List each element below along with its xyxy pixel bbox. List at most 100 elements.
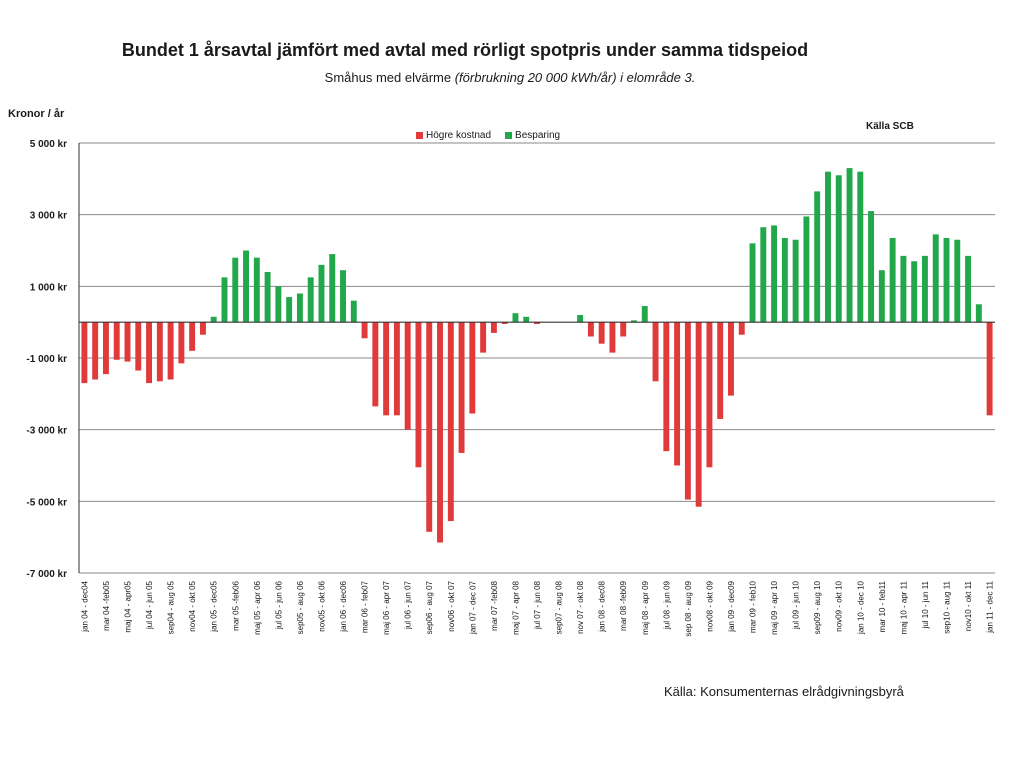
- bar: [738, 322, 745, 335]
- x-tick-label: mar 07 -feb08: [490, 580, 499, 630]
- bar: [383, 322, 390, 416]
- x-tick-label: sep07 - aug 08: [555, 580, 564, 634]
- bar: [318, 264, 325, 323]
- x-tick-label: maj 10 - apr 11: [899, 580, 908, 634]
- bar: [771, 225, 778, 323]
- x-tick-label: jan 08 - dec08: [598, 580, 607, 632]
- x-tick-label: jan 04 - dec04: [80, 580, 89, 632]
- bar: [900, 255, 907, 323]
- bar: [361, 322, 368, 339]
- bar: [652, 322, 659, 382]
- bar: [803, 216, 810, 323]
- bar: [340, 270, 346, 323]
- bar: [81, 322, 88, 384]
- bar: [404, 322, 411, 430]
- x-tick-label: sep04 - aug 05: [167, 580, 176, 634]
- legend-label-higher-cost: Högre kostnad: [426, 130, 492, 141]
- bar: [986, 322, 993, 416]
- x-tick-label: jan 05 - dec05: [210, 580, 219, 632]
- x-tick-label: maj 08 - apr 09: [641, 580, 650, 634]
- bar: [275, 286, 282, 323]
- legend-item-savings: Besparing: [505, 130, 560, 141]
- bar: [965, 255, 972, 323]
- x-tick-label: nov08 - okt 09: [705, 580, 714, 631]
- x-tick-label: mar 08 -feb09: [619, 580, 628, 630]
- x-tick-label: jan 11 - dec 11: [986, 580, 995, 633]
- y-tick-label: 3 000 kr: [30, 211, 67, 222]
- legend-item-higher-cost: Högre kostnad: [416, 130, 491, 141]
- bar: [620, 322, 627, 337]
- y-tick-label: -3 000 kr: [26, 426, 67, 437]
- bar: [781, 237, 788, 323]
- bar: [760, 227, 767, 323]
- x-tick-label: maj 04 - apr05: [123, 580, 132, 632]
- bar: [728, 322, 734, 396]
- bar: [253, 257, 260, 323]
- bar: [846, 168, 853, 323]
- x-tick-label: jan 06 - dec06: [339, 580, 348, 632]
- x-tick-label: nov 07 - okt 08: [576, 580, 585, 633]
- bar: [911, 261, 918, 323]
- x-tick-label: mar 04 -feb05: [102, 580, 111, 630]
- bar: [264, 272, 271, 323]
- bar: [426, 322, 433, 532]
- bar: [684, 322, 691, 500]
- bar: [523, 316, 530, 323]
- bar: [243, 250, 249, 323]
- legend-swatch-red: [416, 132, 423, 139]
- x-tick-label: sep05 - aug 06: [296, 580, 305, 634]
- bar: [469, 322, 476, 414]
- bar: [480, 322, 487, 353]
- footer-source: Källa: Konsumenternas elrådgivningsbyrå: [664, 684, 904, 699]
- x-tick-label: jan 10 - dec 10: [856, 580, 865, 634]
- bar: [889, 237, 896, 323]
- chart-title: Bundet 1 årsavtal jämfört med avtal med …: [121, 40, 809, 60]
- y-tick-label: 5 000 kr: [30, 139, 67, 150]
- bar: [921, 255, 928, 323]
- y-tick-label: -7 000 kr: [26, 569, 67, 580]
- x-tick-label: jul 05 - jun 06: [274, 580, 283, 630]
- bar: [167, 322, 174, 380]
- x-tick-label: nov10 - okt 11: [964, 580, 973, 631]
- source-note: Källa SCB: [866, 121, 914, 132]
- bar: [210, 316, 217, 323]
- bar: [350, 300, 357, 323]
- bar: [146, 322, 153, 384]
- legend-label-savings: Besparing: [515, 130, 561, 141]
- bar: [199, 322, 206, 335]
- x-tick-label: jul 07 - jun 08: [533, 580, 542, 630]
- x-tick-label: sep09 - aug 10: [813, 580, 822, 634]
- bar: [458, 322, 465, 453]
- bar: [663, 322, 670, 452]
- x-tick-label: mar 09 - feb10: [749, 580, 758, 633]
- x-tick-label: mar 10 - feb11: [878, 580, 887, 632]
- x-tick-label: maj 06 - apr 07: [382, 580, 391, 634]
- x-tick-label: jul 10 - jun 11: [921, 580, 930, 629]
- x-tick-label: jul 04 - jun 05: [145, 580, 154, 630]
- chart-subtitle: Småhus med elvärme (förbrukning 20 000 k…: [150, 70, 870, 85]
- bar: [954, 239, 961, 323]
- bar: [135, 322, 142, 371]
- bar: [792, 239, 799, 323]
- x-tick-label: maj 05 - apr 06: [253, 580, 262, 634]
- bar: [296, 293, 303, 323]
- bar: [598, 322, 605, 344]
- x-tick-label: jul 09 - jun 10: [792, 580, 801, 630]
- bar: [835, 175, 842, 323]
- bar: [695, 322, 702, 507]
- bar: [124, 322, 131, 362]
- x-tick-label: jan 09 - dec09: [727, 580, 736, 632]
- bar: [102, 322, 109, 375]
- bar: [631, 320, 637, 323]
- y-tick-label: 1 000 kr: [30, 282, 67, 293]
- bar: [221, 277, 228, 323]
- bar: [641, 306, 648, 323]
- x-tick-label: nov06 - okt 07: [447, 580, 456, 631]
- x-tick-label: nov05 - okt 06: [317, 580, 326, 631]
- bar: [415, 322, 422, 468]
- bar: [512, 313, 519, 323]
- bar: [857, 171, 864, 323]
- bar: [372, 322, 379, 407]
- y-axis-label: Kronor / år: [8, 108, 65, 120]
